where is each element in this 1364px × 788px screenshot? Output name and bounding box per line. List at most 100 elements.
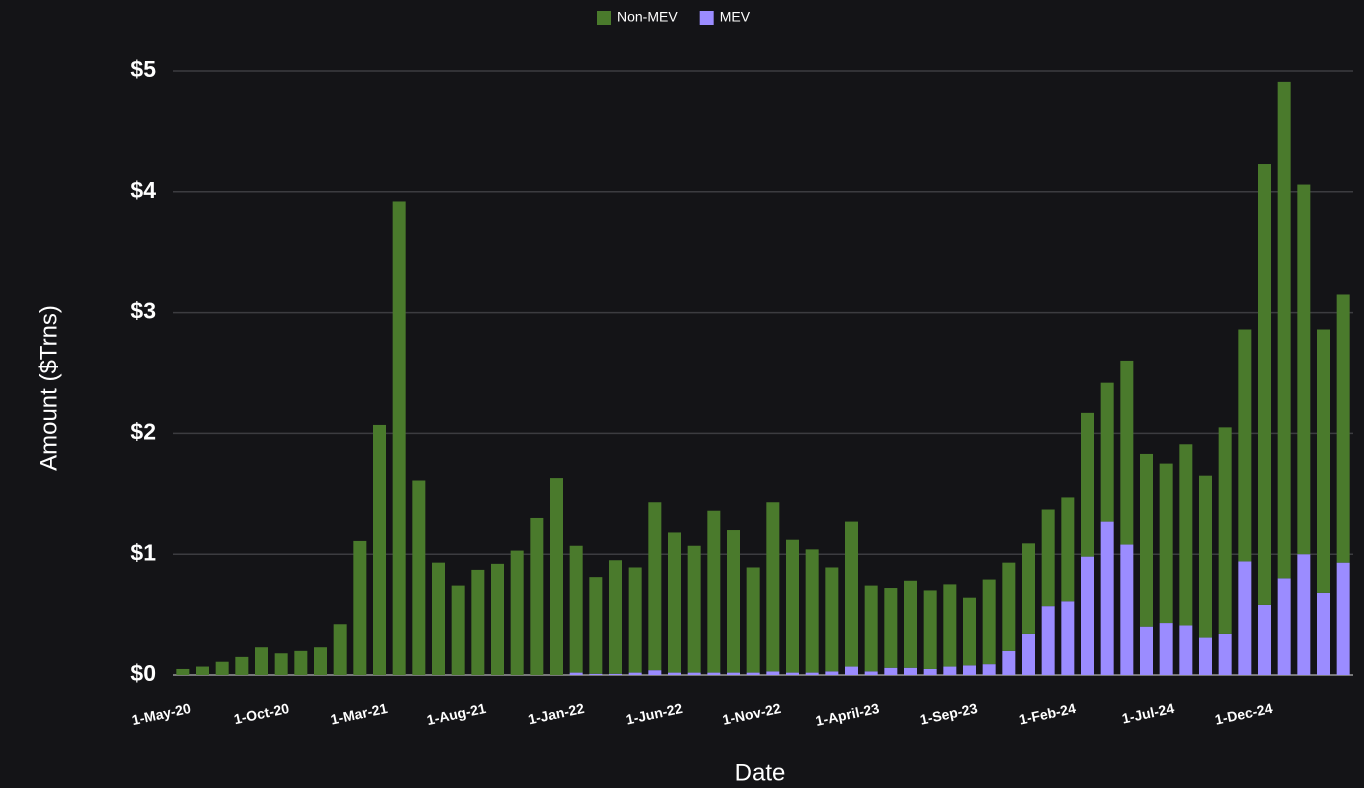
bar-segment xyxy=(274,653,288,675)
bar-segment xyxy=(687,672,701,675)
bar-segment xyxy=(609,673,622,675)
bar-segment xyxy=(589,673,603,675)
bar-segment xyxy=(982,579,996,665)
bar-segment xyxy=(727,530,740,673)
bar-segment xyxy=(786,672,799,675)
bar-segment xyxy=(1140,453,1153,627)
bar-segment xyxy=(471,569,485,675)
bar-segment xyxy=(864,585,878,672)
bar-segment xyxy=(314,647,327,675)
bar-segment xyxy=(1336,294,1350,563)
y-tick-label: $1 xyxy=(130,539,156,565)
bar-segment xyxy=(1218,427,1232,634)
bar-segment xyxy=(1120,360,1134,545)
bar-segment xyxy=(510,550,524,675)
bar-segment xyxy=(1140,626,1153,675)
bar-segment xyxy=(569,545,583,673)
y-tick-label: $5 xyxy=(130,56,156,82)
bar-segment xyxy=(904,580,917,668)
bar-segment xyxy=(1159,463,1173,624)
bar-segment xyxy=(766,502,780,672)
bar-segment xyxy=(1277,81,1291,579)
bar-segment xyxy=(923,590,937,669)
bar-segment xyxy=(727,672,740,675)
bar-segment xyxy=(825,567,839,672)
bar-segment xyxy=(550,478,563,675)
bar-segment xyxy=(1258,604,1271,675)
bar-segment xyxy=(530,517,544,675)
y-tick-label: $4 xyxy=(130,177,156,203)
bar-segment xyxy=(1061,497,1075,602)
bar-segment xyxy=(668,532,681,673)
bar-segment xyxy=(1179,444,1193,626)
bar-segment xyxy=(569,672,583,675)
bar-segment xyxy=(255,647,268,675)
bar-segment xyxy=(825,671,839,675)
bar-segment xyxy=(963,597,976,666)
bar-segment xyxy=(628,567,642,673)
bar-segment xyxy=(707,510,721,673)
bar-segment xyxy=(1336,562,1350,675)
bar-segment xyxy=(333,624,347,675)
y-tick-label: $0 xyxy=(130,660,156,686)
bar-segment xyxy=(1297,554,1311,675)
bar-segment xyxy=(628,672,642,675)
bar-segment xyxy=(235,656,249,675)
bar-segment xyxy=(1277,578,1291,675)
bar-segment xyxy=(943,584,957,667)
bar-segment xyxy=(1258,164,1271,605)
bar-segment xyxy=(982,664,996,675)
bar-segment xyxy=(805,672,819,675)
bar-segment xyxy=(491,563,504,675)
bar-segment xyxy=(943,666,957,675)
legend-label: Non-MEV xyxy=(617,9,678,25)
bar-segment xyxy=(1199,637,1212,675)
bar-segment xyxy=(805,549,819,673)
bar-segment xyxy=(373,424,386,675)
bar-segment xyxy=(864,671,878,675)
bar-segment xyxy=(1159,623,1173,675)
bar-segment xyxy=(176,668,190,675)
y-axis-title: Amount ($Trns) xyxy=(35,305,62,471)
x-axis-title: Date xyxy=(735,759,786,786)
bar-segment xyxy=(1081,412,1094,557)
bar-segment xyxy=(1218,633,1232,675)
bar-segment xyxy=(196,666,209,675)
bar-segment xyxy=(432,562,445,675)
bar-segment xyxy=(786,539,799,673)
bar-segment xyxy=(1002,562,1016,651)
bar-segment xyxy=(1100,382,1114,522)
bar-segment xyxy=(766,671,780,675)
bar-segment xyxy=(1041,509,1055,607)
bar-segment xyxy=(1100,521,1114,675)
bar-segment xyxy=(648,502,662,671)
bar-segment xyxy=(746,567,760,673)
bar-segment xyxy=(884,588,898,668)
bar-segment xyxy=(923,668,937,675)
legend-swatch xyxy=(699,11,714,25)
bar-segment xyxy=(884,667,898,675)
bar-segment xyxy=(1061,601,1075,675)
legend-swatch xyxy=(597,11,611,25)
bar-segment xyxy=(1297,184,1311,555)
bar-segment xyxy=(1238,561,1252,675)
bar-segment xyxy=(1022,543,1035,634)
bar-segment xyxy=(609,560,622,674)
bar-segment xyxy=(707,672,721,675)
bar-segment xyxy=(1081,556,1094,675)
bar-segment xyxy=(589,577,603,674)
bar-segment xyxy=(845,666,858,675)
bar-segment xyxy=(294,650,308,675)
bar-segment xyxy=(353,540,367,675)
bar-segment xyxy=(746,672,760,675)
y-tick-label: $3 xyxy=(130,298,156,324)
bar-segment xyxy=(1002,650,1016,675)
bar-segment xyxy=(904,667,917,675)
bar-segment xyxy=(963,665,976,675)
bar-segment xyxy=(648,670,662,675)
bar-segment xyxy=(412,480,426,675)
bar-segment xyxy=(1238,329,1252,562)
legend-label: MEV xyxy=(720,9,751,25)
